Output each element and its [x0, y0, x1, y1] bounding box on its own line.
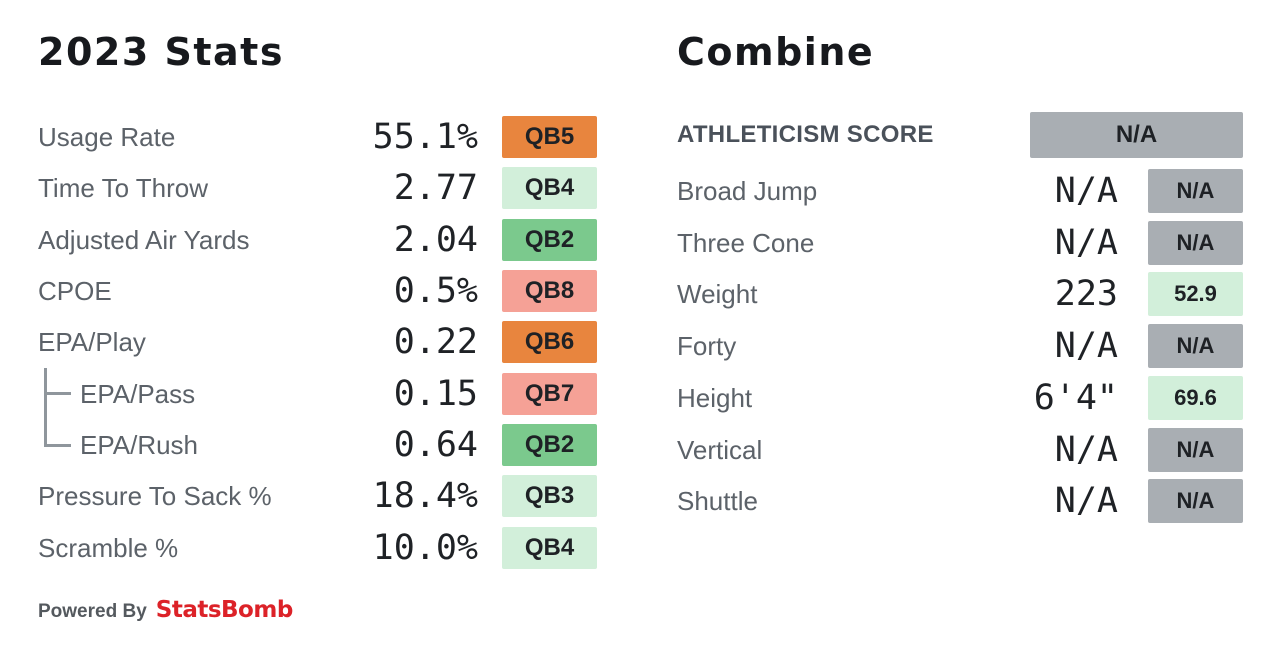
stat-rank-badge: QB4	[502, 167, 597, 209]
stat-value: 55.1%	[372, 117, 478, 157]
stat-value: 0.22	[393, 322, 478, 362]
combine-rows: Broad Jump N/A N/A Three Cone N/A N/A Weight 22…	[677, 169, 1243, 539]
combine-row: Three Cone N/A N/A	[677, 221, 1243, 265]
stat-value: 10.0%	[372, 528, 478, 568]
combine-label: Broad Jump	[677, 176, 818, 206]
stat-row: EPA/Play 0.22 QB6	[38, 321, 598, 363]
stats-section-title: 2023 Stats	[38, 30, 284, 74]
stat-rank-badge: QB4	[502, 527, 597, 569]
stat-label: EPA/Play	[38, 327, 146, 357]
stat-rank-badge: QB8	[502, 270, 597, 312]
stat-label: Pressure To Sack %	[38, 481, 272, 511]
combine-row: Shuttle N/A N/A	[677, 479, 1243, 523]
stat-row: CPOE 0.5% QB8	[38, 270, 598, 312]
combine-score-badge: N/A	[1148, 428, 1243, 472]
stat-value: 18.4%	[372, 476, 478, 516]
combine-label: Weight	[677, 279, 758, 309]
combine-score-badge: N/A	[1148, 221, 1243, 265]
stat-rank-badge: QB5	[502, 116, 597, 158]
combine-score-badge: 69.6	[1148, 376, 1243, 420]
epa-tree-connector-rush-tick	[44, 444, 71, 447]
combine-score-badge: 52.9	[1148, 272, 1243, 316]
stat-rank-badge: QB7	[502, 373, 597, 415]
combine-row: Forty N/A N/A	[677, 324, 1243, 368]
stat-row: Time To Throw 2.77 QB4	[38, 167, 598, 209]
combine-row: Weight 223 52.9	[677, 272, 1243, 316]
footer: Powered By StatsBomb	[38, 597, 293, 623]
stat-rank-badge: QB3	[502, 475, 597, 517]
stat-value: 0.64	[393, 425, 478, 465]
combine-value: N/A	[1054, 481, 1118, 521]
combine-row: Vertical N/A N/A	[677, 428, 1243, 472]
athleticism-score-badge: N/A	[1030, 112, 1243, 158]
combine-section-title: Combine	[677, 30, 875, 74]
combine-row: Height 6'4" 69.6	[677, 376, 1243, 420]
combine-score-badge: N/A	[1148, 479, 1243, 523]
epa-tree-connector-pass-tick	[44, 392, 71, 395]
stat-label: Usage Rate	[38, 122, 176, 152]
combine-label: Height	[677, 383, 753, 413]
stat-row: EPA/Pass 0.15 QB7	[38, 373, 598, 415]
stat-rank-badge: QB2	[502, 219, 597, 261]
combine-value: N/A	[1054, 430, 1118, 470]
combine-value: N/A	[1054, 171, 1118, 211]
combine-score-badge: N/A	[1148, 169, 1243, 213]
stat-value: 0.15	[393, 374, 478, 414]
combine-label: Vertical	[677, 435, 763, 465]
stat-value: 2.77	[393, 168, 478, 208]
stat-rank-badge: QB2	[502, 424, 597, 466]
epa-tree-connector-vertical	[44, 368, 47, 447]
athleticism-score-label: ATHLETICISM SCORE	[677, 121, 934, 148]
stat-label: CPOE	[38, 276, 112, 306]
stat-label: Adjusted Air Yards	[38, 225, 250, 255]
athleticism-score-row: ATHLETICISM SCORE N/A	[677, 112, 1243, 158]
stat-row: EPA/Rush 0.64 QB2	[38, 424, 598, 466]
combine-value: N/A	[1054, 326, 1118, 366]
combine-label: Three Cone	[677, 228, 815, 258]
stat-value: 2.04	[393, 220, 478, 260]
powered-by-label: Powered By	[38, 601, 147, 622]
combine-score-badge: N/A	[1148, 324, 1243, 368]
stat-label: EPA/Rush	[80, 430, 199, 460]
statsbomb-logo: StatsBomb	[155, 597, 294, 623]
stat-label: Scramble %	[38, 533, 179, 563]
stat-row: Adjusted Air Yards 2.04 QB2	[38, 219, 598, 261]
combine-row: Broad Jump N/A N/A	[677, 169, 1243, 213]
combine-value: 223	[1054, 274, 1118, 314]
stat-label: EPA/Pass	[80, 379, 196, 409]
stats-rows: Usage Rate 55.1% QB5 Time To Throw 2.77 QB4 Ad…	[38, 116, 598, 586]
stat-row: Usage Rate 55.1% QB5	[38, 116, 598, 158]
stat-value: 0.5%	[393, 271, 478, 311]
combine-value: 6'4"	[1033, 378, 1118, 418]
combine-label: Forty	[677, 331, 737, 361]
stat-label: Time To Throw	[38, 173, 209, 203]
combine-value: N/A	[1054, 223, 1118, 263]
stat-row: Pressure To Sack % 18.4% QB3	[38, 475, 598, 517]
stat-row: Scramble % 10.0% QB4	[38, 527, 598, 569]
combine-label: Shuttle	[677, 486, 758, 516]
stat-rank-badge: QB6	[502, 321, 597, 363]
